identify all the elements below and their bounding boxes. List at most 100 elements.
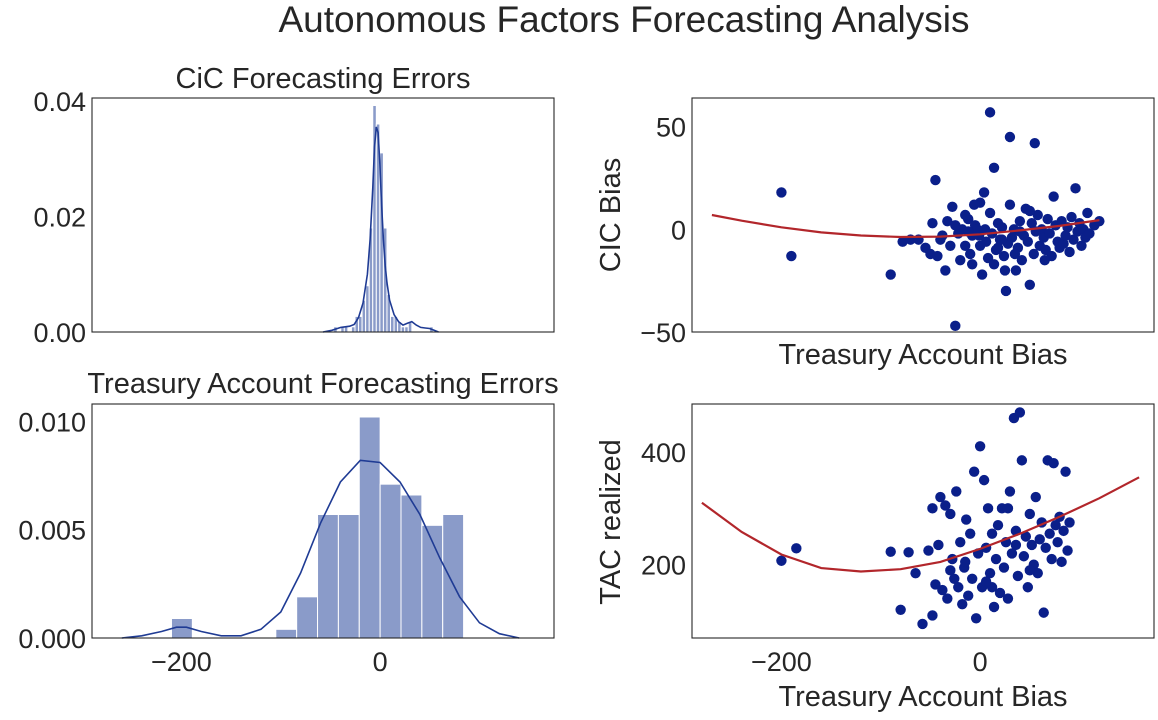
scatter-point xyxy=(1076,240,1087,251)
scatter-point xyxy=(955,536,966,548)
scatter-point xyxy=(1010,539,1022,551)
histogram-bar xyxy=(365,285,370,333)
scatter-point xyxy=(999,265,1011,276)
scatter-point xyxy=(966,259,978,270)
scatter-point xyxy=(1040,542,1051,553)
scatter-point xyxy=(955,254,966,266)
scatter-point xyxy=(1066,211,1077,223)
ytick-label: 0 xyxy=(671,215,686,245)
tac-hist-yticks: 0.000 0.005 0.010 xyxy=(18,407,86,654)
histogram-bar xyxy=(390,315,395,333)
scatter-point xyxy=(1044,228,1055,239)
scatter-point xyxy=(984,567,996,579)
scatter-point xyxy=(942,593,953,604)
scatter-point xyxy=(1048,191,1059,202)
scatter-point xyxy=(1016,254,1028,266)
scatter-point xyxy=(1006,548,1018,559)
scatter-point xyxy=(978,187,990,198)
scatter-point xyxy=(1062,545,1073,556)
scatter-point xyxy=(963,590,974,601)
scatter-point xyxy=(950,320,961,332)
scatter-point xyxy=(1004,199,1016,210)
histogram-bar xyxy=(358,416,381,639)
scatter-point xyxy=(949,573,960,584)
scatter-point xyxy=(964,528,976,539)
histogram-bar xyxy=(337,514,360,639)
scatter-point xyxy=(1002,593,1014,604)
cic-scatter-ylabel: CIC Bias xyxy=(595,158,627,272)
tac-scatter-points xyxy=(776,407,1075,630)
scatter-point xyxy=(1046,553,1057,565)
scatter-point xyxy=(1058,238,1069,249)
cic-histogram-panel: CiC Forecasting Errors 0.00 0.02 0.04 xyxy=(33,63,555,348)
scatter-point xyxy=(903,547,914,558)
scatter-point xyxy=(988,162,1000,173)
scatter-point xyxy=(1014,215,1026,227)
scatter-point xyxy=(945,565,956,576)
scatter-point xyxy=(998,562,1010,573)
scatter-point xyxy=(940,500,951,511)
scatter-point xyxy=(986,528,998,539)
tac-hist-title: Treasury Account Forecasting Errors xyxy=(87,368,558,400)
scatter-point xyxy=(950,220,961,231)
scatter-point xyxy=(1082,207,1093,219)
scatter-point xyxy=(992,242,1004,254)
ytick-label: 0.04 xyxy=(33,87,86,117)
tac-hist-kde-line xyxy=(121,459,520,639)
histogram-bar xyxy=(379,483,402,639)
scatter-point xyxy=(1060,466,1071,477)
ytick-label: 0.000 xyxy=(18,624,86,654)
figure-title: Autonomous Factors Forecasting Analysis xyxy=(279,0,970,40)
scatter-point xyxy=(791,543,802,554)
scatter-point xyxy=(979,224,991,235)
scatter-point xyxy=(935,491,946,503)
histogram-bar xyxy=(404,326,409,333)
scatter-point xyxy=(1070,183,1081,194)
histogram-bar xyxy=(296,596,319,639)
scatter-point xyxy=(1039,254,1050,266)
scatter-point xyxy=(1038,607,1049,618)
tac-scatter-fit-line xyxy=(701,476,1140,573)
scatter-point xyxy=(1028,248,1039,260)
scatter-point xyxy=(990,553,1002,565)
scatter-point xyxy=(932,250,943,262)
cic-hist-title: CiC Forecasting Errors xyxy=(176,63,471,95)
scatter-point xyxy=(1052,536,1063,548)
scatter-point xyxy=(1024,279,1036,290)
cic-hist-axes-frame xyxy=(91,97,555,333)
scatter-point xyxy=(945,508,956,520)
scatter-point xyxy=(1048,458,1059,469)
tac-hist-bars xyxy=(170,416,465,639)
scatter-point xyxy=(1006,232,1018,243)
scatter-point xyxy=(927,503,938,514)
scatter-point xyxy=(953,582,964,593)
scatter-point xyxy=(1000,285,1012,297)
scatter-point xyxy=(1034,534,1045,545)
scatter-point xyxy=(917,618,928,630)
tac-scatter-xticks: −200 0 xyxy=(751,647,988,677)
scatter-point xyxy=(885,269,896,280)
scatter-point xyxy=(1014,407,1026,418)
scatter-point xyxy=(1024,205,1036,217)
cic-hist-bars xyxy=(333,105,434,333)
histogram-bar xyxy=(400,326,406,333)
histogram-bar xyxy=(358,315,363,333)
scatter-point xyxy=(1044,528,1055,539)
histogram-bar xyxy=(400,494,423,639)
cic-hist-kde-line xyxy=(322,126,439,333)
scatter-point xyxy=(964,248,976,260)
tac-hist-axes-frame xyxy=(91,403,555,639)
scatter-point xyxy=(927,218,938,229)
ytick-label: 200 xyxy=(641,551,686,581)
scatter-point xyxy=(1010,265,1022,276)
scatter-point xyxy=(960,240,971,251)
scatter-point xyxy=(988,601,1000,613)
scatter-point xyxy=(996,222,1008,233)
scatter-point xyxy=(947,201,958,212)
scatter-point xyxy=(1016,455,1028,466)
cic-scatter-points xyxy=(776,107,1105,332)
tac-histogram-panel: Treasury Account Forecasting Errors 0.00… xyxy=(18,368,558,677)
scatter-point xyxy=(1026,218,1037,229)
scatter-point xyxy=(930,579,941,590)
histogram-bar xyxy=(350,326,356,333)
